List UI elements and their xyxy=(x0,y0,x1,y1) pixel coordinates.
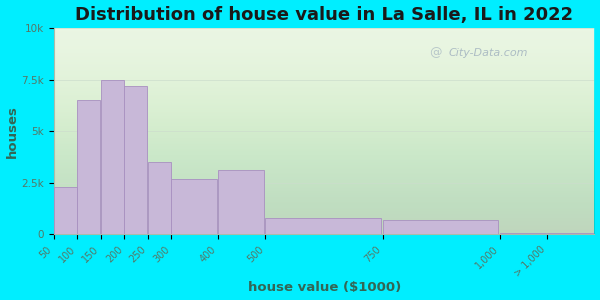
X-axis label: house value ($1000): house value ($1000) xyxy=(248,281,401,294)
Title: Distribution of house value in La Salle, IL in 2022: Distribution of house value in La Salle,… xyxy=(75,6,573,24)
Bar xyxy=(547,233,593,234)
Y-axis label: houses: houses xyxy=(5,105,19,158)
Bar xyxy=(500,233,547,234)
Text: City-Data.com: City-Data.com xyxy=(448,48,528,58)
Bar xyxy=(218,170,265,234)
Bar xyxy=(54,187,77,234)
Bar xyxy=(124,86,148,234)
Bar xyxy=(172,178,217,234)
Bar xyxy=(77,100,100,234)
Text: @: @ xyxy=(430,46,442,59)
Bar xyxy=(101,80,124,234)
Bar xyxy=(265,218,380,234)
Bar xyxy=(148,162,171,234)
Bar xyxy=(383,220,498,234)
